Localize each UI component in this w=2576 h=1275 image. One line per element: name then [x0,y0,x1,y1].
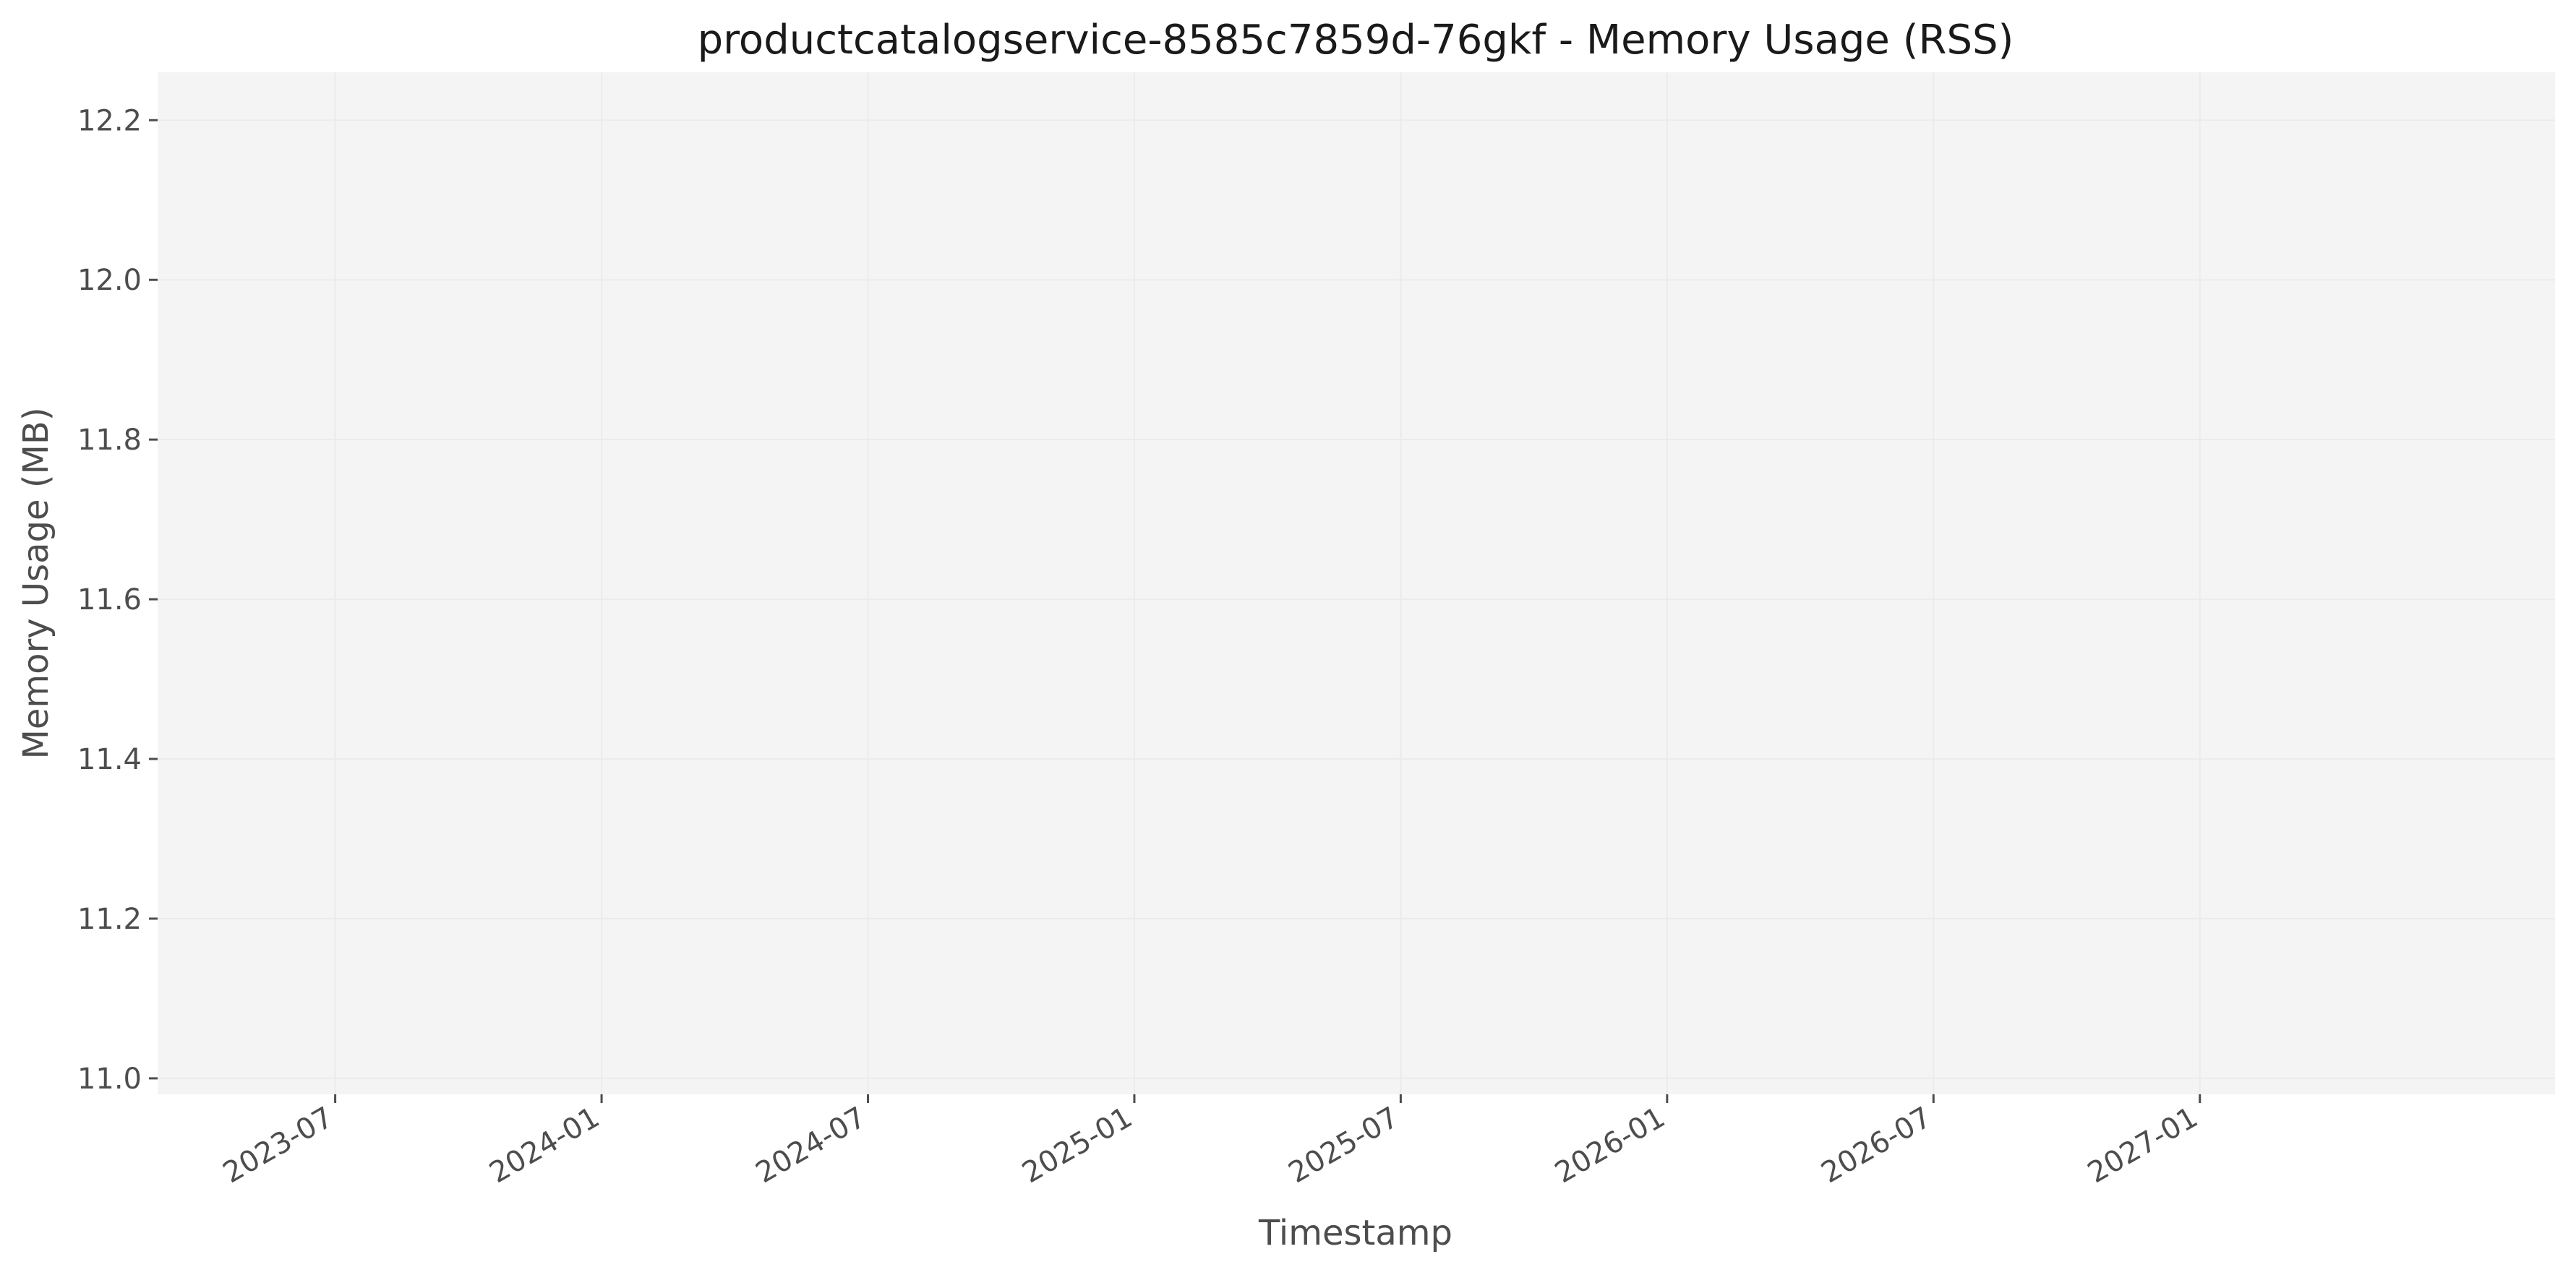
y-tick-label: 12.2 [77,104,142,137]
x-tick-label: 2025-01 [1017,1101,1138,1190]
y-tick-label: 11.6 [77,583,142,617]
x-tick-label: 2027-01 [2082,1101,2204,1190]
x-tick-label: 2024-07 [750,1101,872,1190]
x-tick-label: 2026-07 [1816,1101,1938,1190]
y-tick-label: 11.4 [77,743,142,776]
x-axis-label: Timestamp [1258,1213,1452,1253]
chart-title: productcatalogservice-8585c7859d-76gkf -… [698,17,2014,64]
y-axis: 11.0 11.2 11.4 11.6 11.8 12.0 12.2 [77,104,158,1096]
x-tick-label: 2025-07 [1283,1101,1405,1190]
x-tick-label: 2024-01 [484,1101,605,1190]
y-axis-label: Memory Usage (MB) [16,407,56,759]
y-tick-label: 11.8 [77,424,142,457]
x-tick-label: 2026-01 [1549,1101,1671,1190]
y-tick-label: 11.2 [77,903,142,936]
x-axis: 2023-07 2024-01 2024-07 2025-01 2025-07 2026-… [218,1094,2204,1190]
x-tick-label: 2023-07 [218,1101,339,1190]
y-tick-label: 12.0 [77,264,142,297]
plot-area [158,72,2555,1094]
grid [158,72,2555,1094]
y-tick-label: 11.0 [77,1062,142,1096]
